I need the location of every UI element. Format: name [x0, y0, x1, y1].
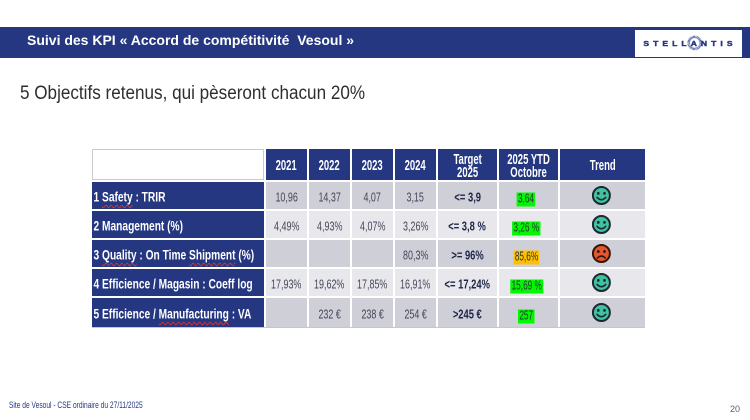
- svg-text:STELLANTIS: STELLANTIS: [643, 39, 736, 48]
